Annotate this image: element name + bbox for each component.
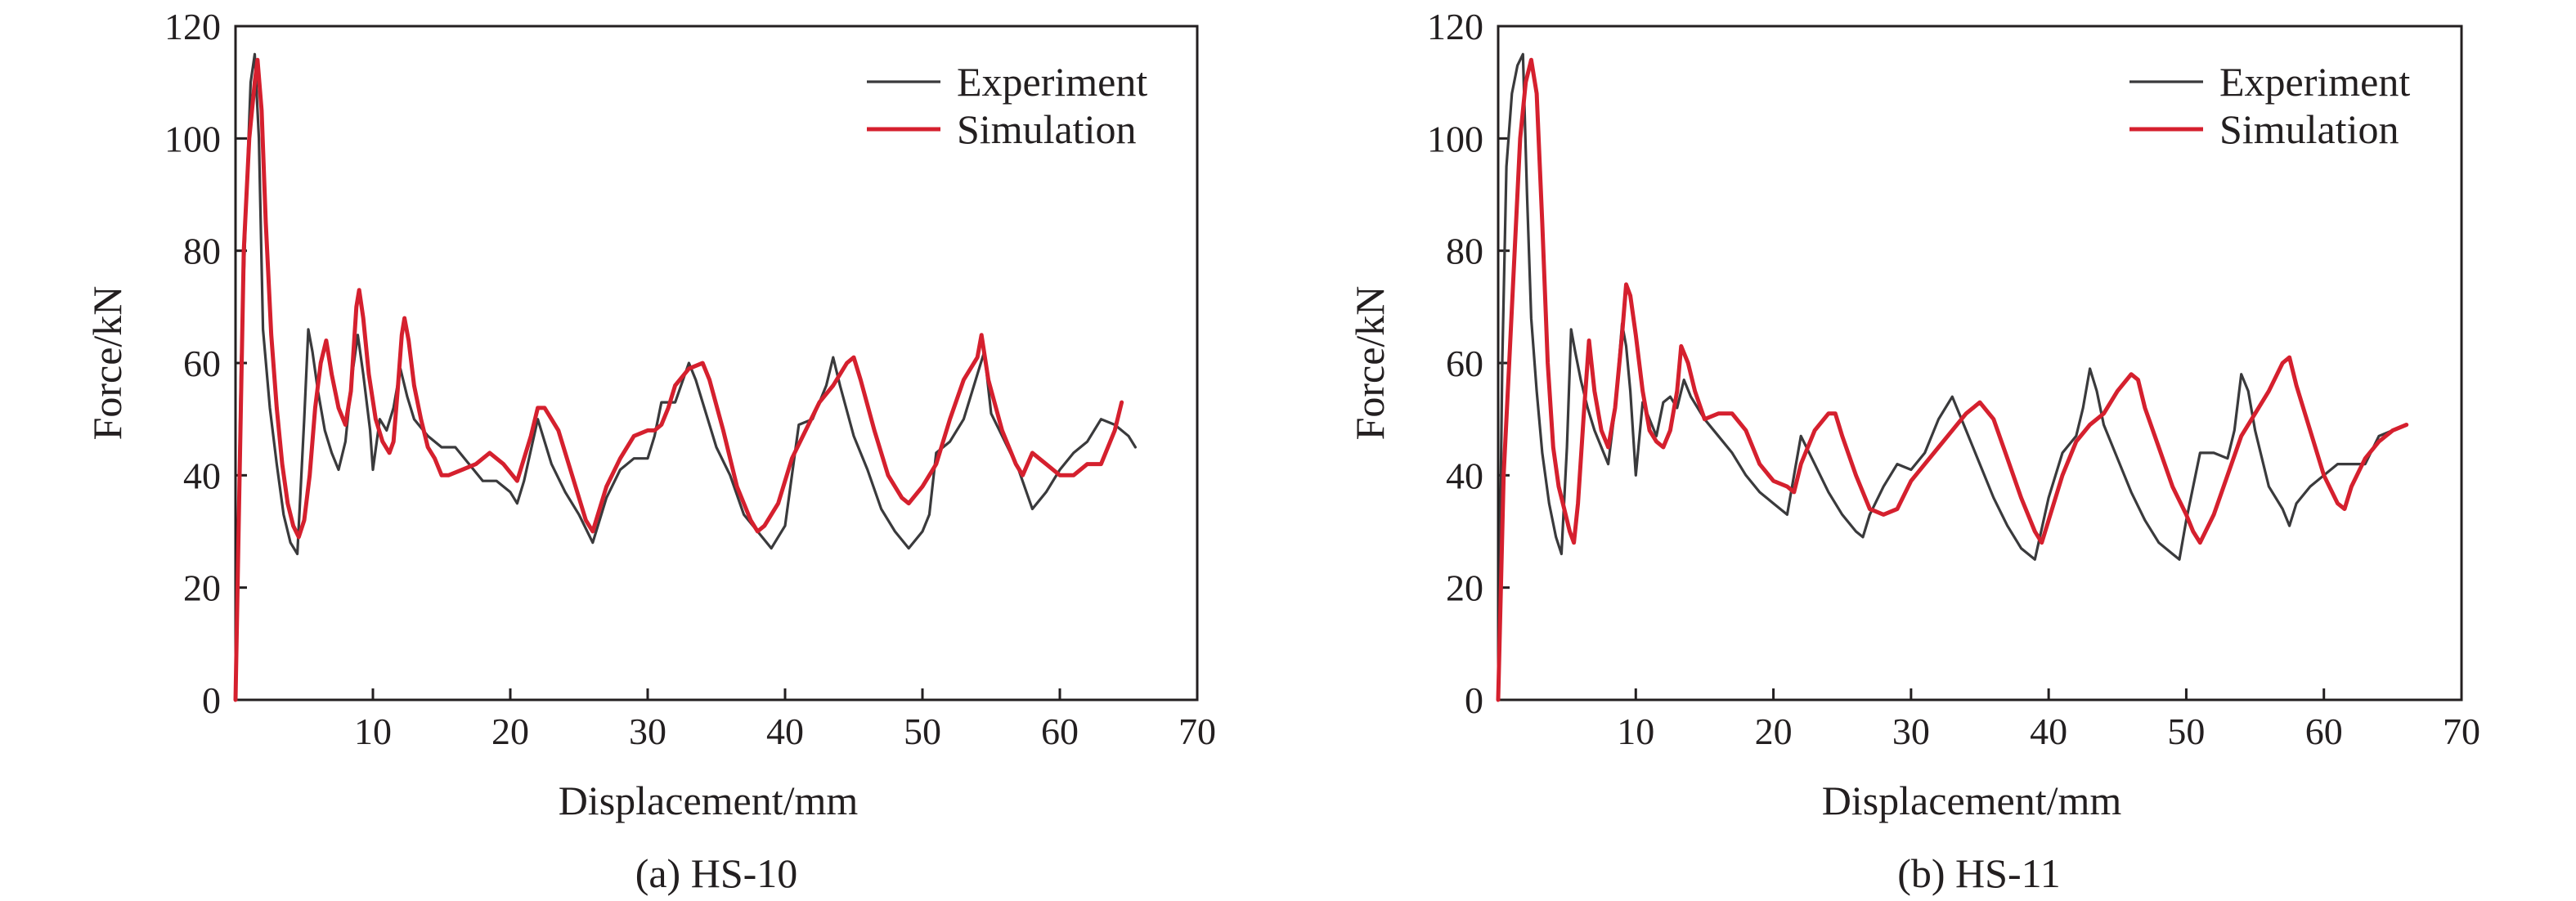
y-tick-label: 0 [1465, 679, 1483, 721]
y-tick-label: 60 [1446, 343, 1483, 384]
y-tick-label: 20 [183, 567, 221, 609]
x-tick-label: 10 [354, 710, 392, 752]
x-axis-title: Displacement/mm [1822, 778, 2122, 823]
y-tick-label: 120 [1427, 6, 1483, 47]
chart-hs-11: 0 20 40 60 80 100 120 10 20 30 40 50 60 70 Displacemen… [1347, 6, 2480, 896]
y-tick-label: 80 [183, 231, 221, 272]
y-tick-label: 120 [164, 6, 221, 47]
y-tick-label: 80 [1446, 231, 1483, 272]
x-tick-label: 40 [766, 710, 804, 752]
legend-label-simulation: Simulation [957, 106, 1136, 152]
x-tick-label: 50 [904, 710, 941, 752]
x-tick-label: 30 [629, 710, 666, 752]
chart-hs-10: 0 20 40 60 80 100 120 10 20 30 40 50 60 70 Displacemen… [84, 6, 1216, 896]
y-tick-label: 100 [164, 118, 221, 159]
y-tick-label: 20 [1446, 567, 1483, 609]
legend-label-simulation: Simulation [2219, 106, 2399, 152]
x-tick-label: 60 [1041, 710, 1079, 752]
x-tick-label: 40 [2030, 710, 2067, 752]
y-tick-label: 100 [1427, 118, 1483, 159]
y-axis-title: Force/kN [84, 286, 130, 441]
chart-caption: (b) HS-11 [1897, 850, 2061, 896]
x-tick-label: 20 [491, 710, 529, 752]
chart-caption: (a) HS-10 [635, 850, 798, 896]
y-tick-label: 0 [202, 679, 221, 721]
legend-label-experiment: Experiment [2219, 59, 2410, 105]
x-tick-label: 30 [1892, 710, 1930, 752]
x-tick-label: 10 [1617, 710, 1654, 752]
y-tick-label: 40 [1446, 455, 1483, 496]
y-tick-label: 60 [183, 343, 221, 384]
legend-label-experiment: Experiment [957, 59, 1147, 105]
x-tick-label: 70 [1178, 710, 1216, 752]
x-tick-label: 20 [1755, 710, 1793, 752]
series-line-simulation [233, 57, 1124, 702]
series-line-simulation [1496, 57, 2409, 702]
y-tick-label: 40 [183, 455, 221, 496]
x-axis-title: Displacement/mm [559, 778, 859, 823]
x-tick-label: 60 [2305, 710, 2343, 752]
series-line-experiment [1497, 52, 2408, 702]
y-axis-title: Force/kN [1347, 286, 1393, 441]
x-tick-label: 70 [2443, 710, 2480, 752]
x-tick-label: 50 [2167, 710, 2205, 752]
